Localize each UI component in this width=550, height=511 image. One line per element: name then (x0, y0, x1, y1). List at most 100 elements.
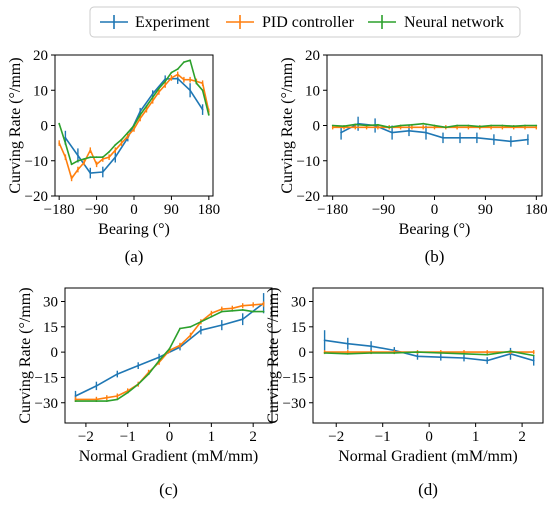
panel-caption: (a) (125, 247, 144, 266)
x-tick-label: −180 (317, 202, 348, 218)
data-point (354, 123, 357, 126)
data-point (200, 320, 202, 323)
y-tick-label: 10 (305, 83, 320, 99)
data-point (478, 125, 481, 128)
data-point (120, 138, 123, 141)
x-tick-label: −90 (372, 202, 395, 218)
series-line (58, 59, 210, 166)
x-tick-label: 0 (425, 429, 433, 445)
y-tick-label: 0 (313, 119, 321, 135)
data-point (456, 124, 458, 127)
data-point (168, 347, 171, 350)
data-point (179, 327, 181, 330)
series-line (75, 309, 264, 402)
data-point (210, 315, 213, 318)
series-experiment (340, 116, 529, 147)
y-tick-label: 20 (33, 48, 48, 64)
data-point (158, 87, 160, 90)
panel-c: −2 −1 0 1 2 −30 −15 0 15 30 Normal Gradient (mM/mm… (17, 287, 273, 499)
y-axis-label: Curving Rate (°/mm) (17, 287, 34, 423)
data-point (509, 350, 512, 353)
data-point (207, 114, 210, 116)
data-point (158, 359, 161, 362)
panel-caption: (d) (418, 480, 438, 499)
data-point (524, 124, 526, 127)
data-point (108, 151, 110, 153)
data-point (139, 114, 142, 116)
series-pid-controller (58, 71, 210, 182)
data-point (220, 310, 223, 313)
x-axis-label: Bearing (°) (399, 221, 471, 238)
data-point (133, 124, 135, 127)
x-tick-label: 90 (164, 202, 179, 218)
data-point (151, 96, 154, 99)
data-point (170, 71, 173, 74)
y-tick-label: 20 (305, 48, 320, 64)
x-tick-label: −2 (328, 429, 344, 445)
data-point (105, 400, 108, 402)
x-tick-label: −180 (44, 202, 75, 218)
x-tick-label: 180 (198, 202, 221, 218)
series-neural-network (74, 309, 265, 402)
data-point (365, 124, 368, 127)
data-point (74, 400, 77, 402)
y-tick-label: −15 (35, 370, 58, 386)
x-tick-label: −1 (375, 429, 391, 445)
y-tick-label: 30 (291, 295, 306, 311)
data-point (512, 125, 515, 128)
data-point (377, 123, 379, 126)
data-point (114, 144, 117, 146)
data-point (64, 142, 67, 145)
legend-entry-neural-network: Neural network (368, 14, 504, 31)
data-point (189, 325, 192, 328)
series-line (324, 350, 534, 357)
y-tick-label: −30 (35, 396, 58, 412)
legend: Experiment PID controller Neural network (89, 6, 521, 38)
data-point (399, 124, 402, 127)
x-tick-label: 0 (130, 202, 138, 218)
series-experiment (323, 330, 535, 366)
x-tick-label: 1 (208, 429, 216, 445)
series-line (324, 339, 534, 362)
x-tick-label: 180 (525, 202, 548, 218)
y-tick-label: 0 (41, 119, 49, 135)
legend-entry-pid-controller: PID controller (226, 14, 355, 31)
y-tick-label: −10 (297, 154, 320, 170)
data-point (439, 352, 442, 354)
data-point (532, 354, 535, 357)
y-tick-label: 30 (43, 295, 58, 311)
x-tick-label: −2 (78, 429, 94, 445)
y-tick-label: −20 (297, 189, 320, 205)
y-tick-label: 10 (33, 83, 48, 99)
data-point (323, 352, 326, 354)
x-tick-label: 2 (518, 429, 526, 445)
y-axis-label: Curving Rate (°/mm) (7, 57, 24, 193)
data-point (137, 383, 140, 386)
y-axis-label: Curving Rate (°/mm) (265, 287, 282, 423)
data-point (486, 353, 489, 356)
data-point (95, 400, 98, 402)
y-tick-label: 0 (299, 345, 307, 361)
legend-label-pid-controller: PID controller (262, 14, 355, 31)
data-point (201, 89, 204, 92)
panel-caption: (b) (425, 247, 445, 266)
panel-d: −2 −1 0 1 2 −30 −15 0 15 30 Normal Gradient (mM/mm… (265, 287, 544, 499)
y-tick-label: 0 (51, 345, 59, 361)
data-point (126, 131, 129, 134)
data-point (241, 309, 244, 311)
data-point (89, 156, 92, 159)
x-tick-label: 0 (166, 429, 174, 445)
data-point (388, 126, 391, 129)
data-point (422, 122, 425, 125)
plot-frame (312, 287, 544, 424)
legend-label-neural-network: Neural network (404, 14, 504, 31)
x-tick-label: 90 (478, 202, 493, 218)
plot-frame (64, 287, 273, 424)
data-point (231, 309, 234, 312)
series-line (75, 303, 264, 401)
panel-caption: (c) (159, 480, 178, 499)
x-tick-label: 1 (472, 429, 480, 445)
data-point (370, 352, 372, 354)
series-neural-network (323, 350, 535, 357)
